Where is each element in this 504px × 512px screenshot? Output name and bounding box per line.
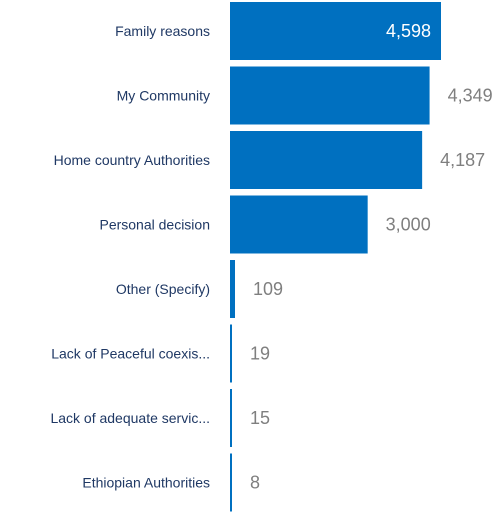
bars-layer (230, 2, 441, 512)
bar-2 (230, 66, 430, 125)
bar-5 (230, 260, 236, 318)
data-label: 15 (250, 408, 270, 428)
data-label: 19 (250, 344, 270, 364)
data-label: 3,000 (386, 215, 431, 235)
bar-6 (230, 324, 232, 383)
data-label: 4,187 (440, 150, 485, 170)
value-labels: 4,598 4,349 4,187 3,000 109 19 15 8 (250, 21, 493, 493)
category-label: Home country Authorities (54, 152, 210, 168)
data-label: 4,598 (386, 21, 431, 41)
category-label: Lack of adequate servic... (50, 410, 210, 426)
category-label: My Community (117, 88, 210, 104)
bar-1 (230, 2, 441, 60)
bar-7 (230, 389, 232, 447)
category-label: Family reasons (115, 23, 210, 39)
category-label: Ethiopian Authorities (82, 475, 210, 491)
category-labels: Family reasons My Community Home country A… (50, 23, 210, 491)
category-label: Lack of Peaceful coexis... (51, 346, 210, 362)
bar-3 (230, 131, 423, 189)
category-label: Other (Specify) (116, 281, 210, 297)
bar-4 (230, 195, 368, 254)
data-label: 4,349 (448, 86, 493, 106)
category-label: Personal decision (99, 217, 210, 233)
data-label: 8 (250, 473, 260, 493)
bar-8 (230, 453, 232, 512)
data-label: 109 (253, 279, 283, 299)
